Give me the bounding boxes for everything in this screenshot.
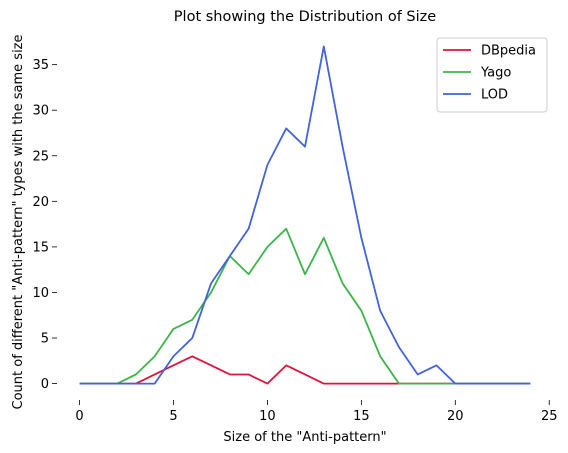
x-tick-label: 10: [259, 409, 276, 424]
series-line-yago: [79, 227, 531, 385]
x-tick-label: 15: [353, 409, 370, 424]
y-axis-title: Count of different "Anti-pattern" types …: [11, 34, 26, 409]
chart-title: Plot showing the Distribution of Size: [174, 9, 436, 25]
y-tick-label: 5: [41, 332, 49, 347]
x-tick-label: 25: [541, 409, 558, 424]
x-tick-label: 0: [75, 409, 83, 424]
legend-label-lod: LOD: [481, 88, 508, 103]
series-layer: [79, 45, 531, 385]
y-tick-label: 35: [32, 58, 49, 73]
series-line-dbpedia: [79, 355, 531, 385]
y-tick-label: 20: [32, 195, 49, 210]
x-axis: 0 5 10 15 20 25: [57, 399, 558, 424]
legend-label-yago: Yago: [480, 66, 511, 81]
x-tick-label: 20: [447, 409, 464, 424]
series-line-lod: [79, 45, 531, 385]
y-tick-label: 15: [32, 240, 49, 255]
y-tick-label: 0: [41, 377, 49, 392]
legend-label-dbpedia: DBpedia: [481, 44, 536, 59]
x-axis-title: Size of the "Anti-pattern": [223, 430, 386, 445]
y-tick-label: 10: [32, 286, 49, 301]
legend: DBpedia Yago LOD: [436, 37, 548, 113]
x-ticks: 0 5 10 15 20 25: [75, 400, 558, 424]
y-axis: 0 5 10 15 20 25 30 35: [32, 30, 58, 400]
y-tick-label: 25: [32, 149, 49, 164]
y-tick-label: 30: [32, 104, 49, 119]
x-tick-label: 5: [169, 409, 177, 424]
y-ticks: 0 5 10 15 20 25 30 35: [32, 58, 57, 392]
